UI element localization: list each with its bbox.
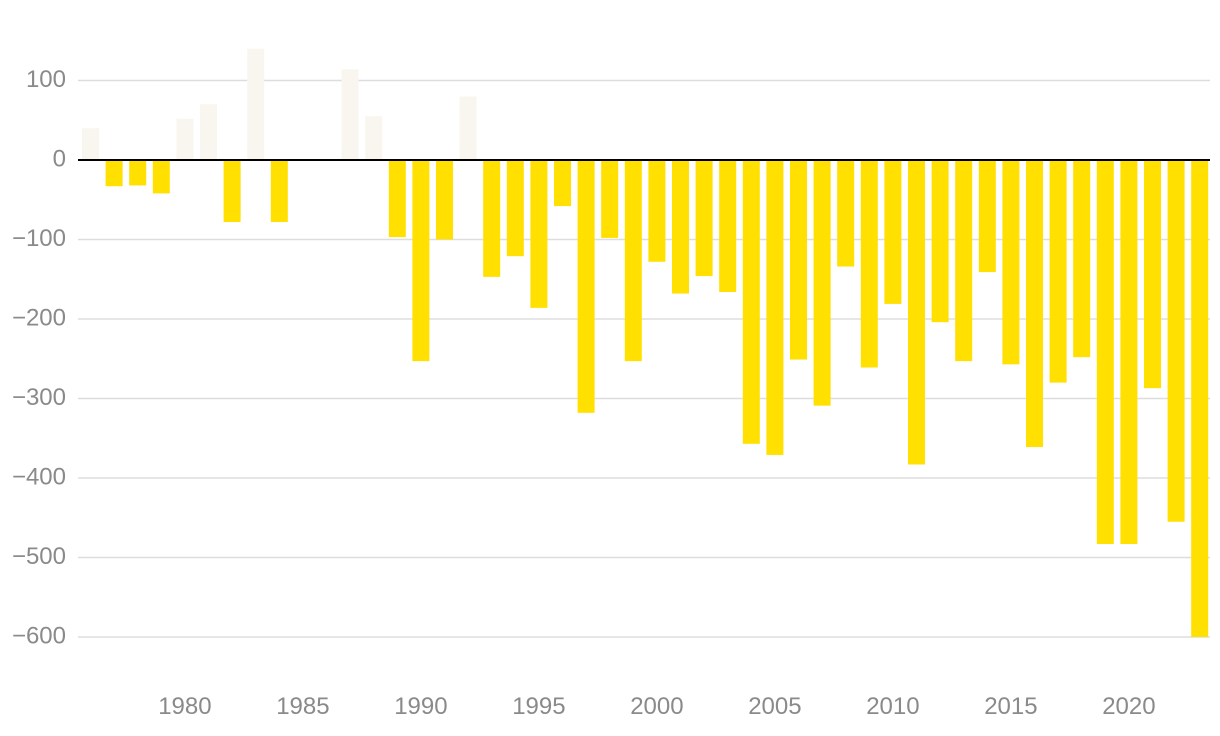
bar-2003 bbox=[719, 160, 737, 292]
bar-1980 bbox=[176, 118, 194, 160]
bar-1995 bbox=[530, 160, 548, 308]
bar-2022 bbox=[1167, 160, 1185, 522]
x-tick-label: 1995 bbox=[512, 693, 565, 720]
bar-2016 bbox=[1026, 160, 1043, 447]
bar-1976 bbox=[82, 128, 99, 160]
bar-2001 bbox=[672, 160, 689, 294]
bar-2021 bbox=[1144, 160, 1161, 389]
x-tick-label: 2005 bbox=[748, 693, 801, 720]
bar-2015 bbox=[1002, 160, 1020, 365]
gridlines bbox=[78, 79, 1210, 638]
bar-1987 bbox=[341, 69, 359, 160]
bar-1992 bbox=[459, 96, 477, 160]
bar-1993 bbox=[483, 160, 501, 277]
bar-2002 bbox=[695, 160, 713, 277]
bar-1990 bbox=[412, 160, 430, 362]
bar-1991 bbox=[436, 160, 453, 240]
bar-2017 bbox=[1049, 160, 1067, 383]
bar-2008 bbox=[837, 160, 855, 267]
bar-1977 bbox=[105, 160, 123, 187]
bar-2009 bbox=[860, 160, 878, 368]
x-axis: 1980 1985 1990 1995 2000 2005 2010 2015 2020 bbox=[158, 693, 1155, 720]
bar-1994 bbox=[506, 160, 524, 257]
bar-2013 bbox=[955, 160, 973, 362]
bars bbox=[82, 48, 1209, 637]
x-tick-label: 2000 bbox=[630, 693, 683, 720]
bar-2011 bbox=[908, 160, 925, 465]
x-tick-label: 1990 bbox=[394, 693, 447, 720]
bar-1981 bbox=[200, 104, 217, 160]
y-tick-label: −200 bbox=[12, 304, 66, 331]
x-tick-label: 1985 bbox=[276, 693, 329, 720]
y-tick-label: −400 bbox=[12, 463, 66, 490]
bar-2014 bbox=[978, 160, 996, 273]
bar-2023 bbox=[1191, 160, 1209, 637]
bar-1988 bbox=[365, 116, 383, 160]
bar-2000 bbox=[648, 160, 666, 262]
bar-1979 bbox=[152, 160, 170, 194]
bar-1989 bbox=[388, 160, 406, 238]
bar-2010 bbox=[884, 160, 902, 304]
x-tick-label: 2020 bbox=[1102, 693, 1155, 720]
bar-1983 bbox=[247, 48, 265, 161]
y-axis: 100 0 −100 −200 −300 −400 −500 −600 bbox=[12, 66, 66, 650]
bar-2018 bbox=[1073, 160, 1091, 358]
bar-2004 bbox=[742, 160, 760, 444]
x-tick-label: 2015 bbox=[984, 693, 1037, 720]
y-tick-label: −600 bbox=[12, 622, 66, 649]
bar-2005 bbox=[766, 160, 784, 455]
y-tick-label: −100 bbox=[12, 225, 66, 252]
bar-1984 bbox=[270, 160, 288, 223]
y-tick-label: −300 bbox=[12, 384, 66, 411]
x-tick-label: 2010 bbox=[866, 693, 919, 720]
bar-1999 bbox=[624, 160, 642, 362]
y-tick-label: −500 bbox=[12, 543, 66, 570]
bar-2020 bbox=[1120, 160, 1138, 544]
bar-2012 bbox=[931, 160, 949, 323]
y-tick-label: 0 bbox=[53, 145, 66, 172]
bar-2007 bbox=[813, 160, 831, 406]
bar-2019 bbox=[1096, 160, 1114, 544]
bar-1998 bbox=[601, 160, 619, 238]
x-tick-label: 1980 bbox=[158, 693, 211, 720]
bar-1982 bbox=[223, 160, 241, 223]
y-tick-label: 100 bbox=[26, 66, 66, 93]
bar-1978 bbox=[129, 160, 147, 186]
bar-1997 bbox=[577, 160, 595, 413]
bar-2006 bbox=[790, 160, 807, 360]
bar-1996 bbox=[554, 160, 571, 207]
